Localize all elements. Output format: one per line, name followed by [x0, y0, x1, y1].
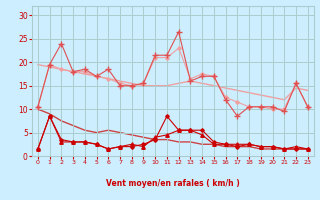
- X-axis label: Vent moyen/en rafales ( km/h ): Vent moyen/en rafales ( km/h ): [106, 179, 240, 188]
